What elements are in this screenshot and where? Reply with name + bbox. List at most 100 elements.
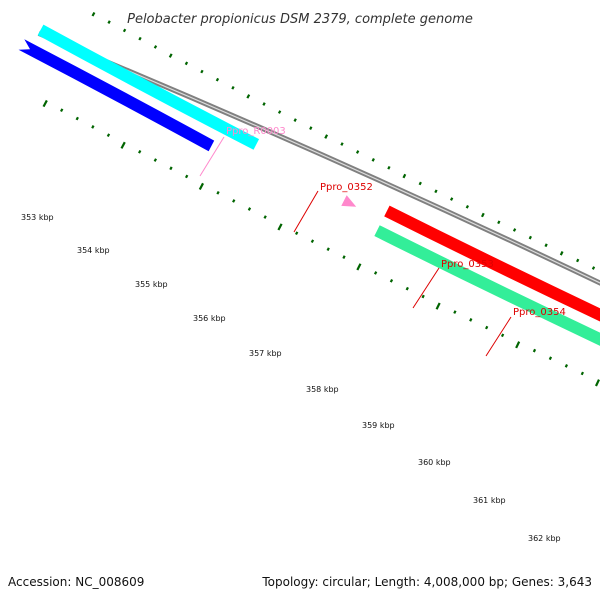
scale-tick (153, 158, 158, 162)
scale-tick (512, 228, 517, 232)
scale-label: 354 kbp (77, 246, 110, 255)
leader-line (199, 136, 225, 177)
scale-tick (294, 231, 299, 236)
scale-tick (91, 125, 95, 129)
scale-tick (387, 165, 391, 170)
outer-tick-ring (42, 99, 600, 387)
scale-tick (122, 28, 127, 33)
leader-line (293, 190, 319, 233)
scale-tick (528, 235, 532, 240)
label-ppro-0352: Ppro_0352 (320, 182, 373, 193)
leader-line (412, 267, 440, 309)
scale-tick (107, 20, 111, 24)
scale-tick (373, 271, 378, 275)
scale-label: 360 kbp (418, 458, 451, 467)
scale-tick (309, 126, 313, 130)
scale-tick (324, 134, 329, 139)
gene-teal-1 (374, 225, 600, 346)
scale-tick (168, 53, 173, 58)
scale-tick (198, 182, 204, 191)
scale-tick (500, 333, 505, 338)
scale-tick (138, 149, 142, 154)
scale-tick (153, 45, 158, 49)
scale-tick (310, 239, 315, 244)
scale-label-layer: 353 kbp 354 kbp 355 kbp 356 kbp 357 kbp 358 k… (21, 213, 561, 543)
scale-tick (184, 61, 189, 66)
scale-tick (232, 199, 236, 203)
scale-tick (453, 310, 457, 314)
topology-text: Topology: circular; Length: 4,008,000 bp… (261, 575, 592, 589)
scale-label: 361 kbp (473, 496, 506, 505)
scale-tick (580, 371, 584, 376)
scale-tick (559, 251, 564, 256)
scale-tick (485, 325, 489, 330)
scale-tick (216, 190, 220, 195)
scale-tick (106, 133, 111, 138)
scale-tick (480, 212, 485, 218)
gene-blue-arrow (18, 39, 215, 152)
scale-tick (231, 85, 235, 90)
scale-tick (184, 174, 189, 179)
scale-tick (465, 204, 470, 209)
scale-tick (402, 173, 407, 179)
scale-label: 362 kbp (528, 534, 561, 543)
scale-tick (215, 77, 220, 82)
label-ppro-0353: Ppro_0353 (441, 259, 494, 270)
scale-tick (434, 189, 438, 194)
scale-tick (326, 247, 330, 251)
rna-marker (341, 195, 357, 207)
scale-tick (91, 11, 96, 17)
scale-tick (576, 258, 580, 263)
scale-tick (591, 266, 596, 270)
tick-layer (42, 11, 600, 387)
gene-cyan (37, 24, 260, 150)
scale-tick (246, 94, 251, 99)
scale-tick (138, 36, 142, 41)
scale-tick (497, 220, 501, 225)
scale-label: 357 kbp (249, 349, 282, 358)
scale-tick (262, 102, 266, 106)
scale-tick (247, 207, 252, 211)
map-title: Pelobacter propionicus DSM 2379, complet… (127, 12, 473, 27)
scale-tick (548, 356, 553, 361)
scale-tick (564, 364, 569, 368)
scale-tick (356, 263, 362, 271)
scale-tick (371, 158, 375, 162)
scale-tick (355, 150, 360, 154)
scale-tick (389, 278, 394, 283)
scale-tick (532, 348, 537, 353)
label-ppro-0354: Ppro_0354 (513, 307, 566, 318)
scale-tick (60, 108, 64, 113)
scale-label: 359 kbp (362, 421, 395, 430)
label-ppro-r0003: Ppro_R0003 (226, 126, 286, 137)
gene-layer (18, 24, 600, 346)
scale-label: 355 kbp (135, 280, 168, 289)
scale-tick (435, 302, 441, 310)
scale-tick (200, 69, 204, 74)
scale-tick (293, 118, 297, 122)
scale-tick (594, 379, 600, 387)
inner-tick-ring (91, 11, 596, 270)
genome-backbone-highlight (38, 32, 600, 284)
scale-tick (544, 243, 548, 248)
scale-tick (342, 255, 346, 259)
scale-tick (277, 110, 282, 114)
scale-tick (469, 318, 473, 322)
scale-label: 353 kbp (21, 213, 54, 222)
scale-tick (418, 181, 422, 186)
scale-tick (42, 99, 48, 108)
scale-tick (340, 142, 344, 146)
scale-tick (405, 286, 409, 291)
backbone-layer (37, 31, 600, 286)
scale-tick (277, 223, 283, 231)
leader-line (485, 316, 512, 357)
scale-label: 358 kbp (306, 385, 339, 394)
scale-tick (75, 116, 79, 121)
scale-tick (449, 197, 454, 201)
scale-tick (263, 215, 267, 219)
accession-text: Accession: NC_008609 (8, 575, 144, 589)
label-layer: Ppro_R0003 Ppro_0352 Ppro_0353 Ppro_0354 (199, 126, 566, 357)
scale-tick (421, 294, 425, 299)
scale-tick (515, 341, 521, 349)
